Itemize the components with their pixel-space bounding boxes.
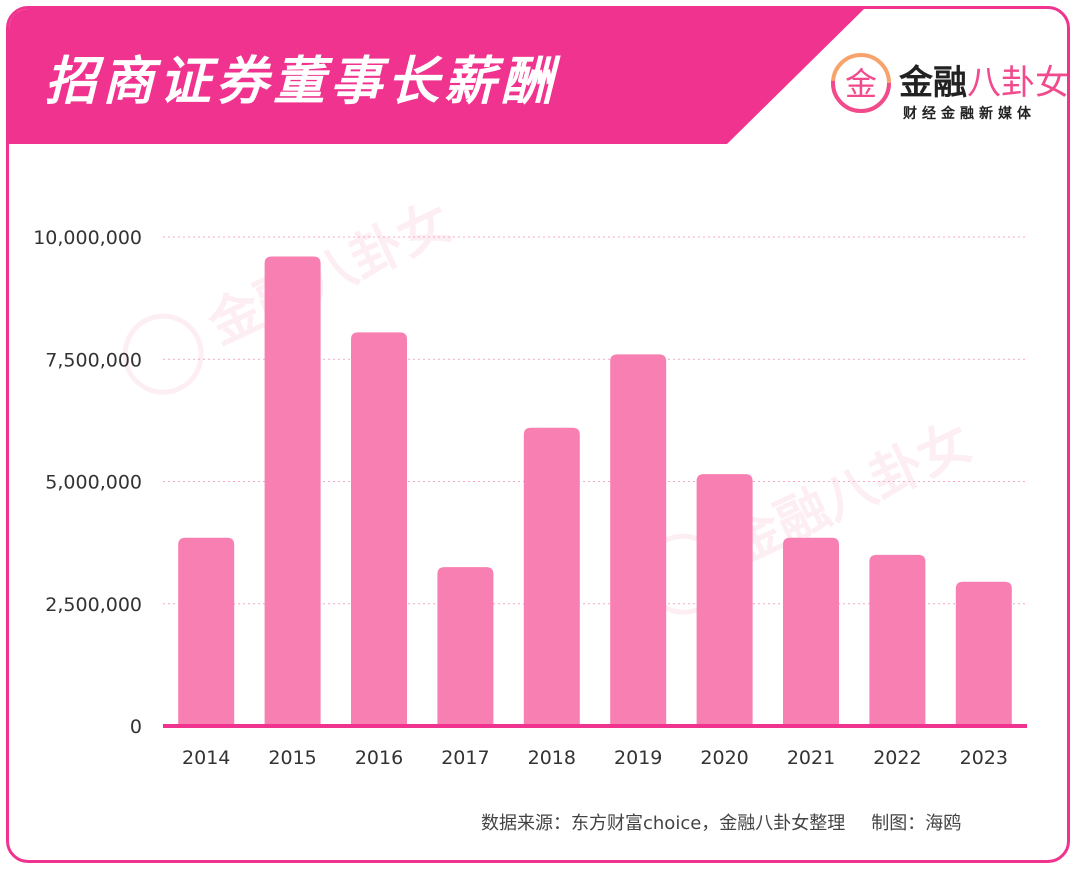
- y-tick-label: 0: [130, 716, 142, 738]
- y-tick-label: 2,500,000: [45, 594, 142, 616]
- bar: [264, 256, 321, 726]
- logo-name: 金融八卦女: [899, 55, 1069, 104]
- x-tick-label: 2016: [355, 747, 403, 769]
- logo-mark-char: 金: [845, 65, 877, 103]
- credit-text: 制图：海鸥: [871, 813, 962, 834]
- logo-name-part1: 金融: [899, 63, 967, 103]
- x-tick-label: 2020: [700, 747, 748, 769]
- logo-mark-icon: 金: [831, 53, 891, 113]
- bar: [955, 581, 1012, 726]
- source-note: 数据来源：东方财富choice，金融八卦女整理 制图：海鸥: [481, 809, 961, 835]
- logo-name-part2: 八卦女: [967, 63, 1069, 103]
- chart-title: 招商证券董事长薪酬: [45, 52, 559, 112]
- x-tick-label: 2022: [873, 747, 921, 769]
- bar: [783, 537, 839, 726]
- bar: [437, 567, 494, 726]
- bar: [610, 354, 667, 726]
- header-banner: [9, 9, 864, 144]
- bar: [696, 474, 753, 726]
- x-tick-label: 2023: [960, 747, 1008, 769]
- logo-tagline: 财经金融新媒体: [903, 106, 1036, 122]
- bar: [869, 554, 926, 726]
- y-tick-label: 5,000,000: [45, 472, 142, 494]
- source-text: 数据来源：东方财富choice，金融八卦女整理: [481, 813, 846, 834]
- x-tick-label: 2018: [528, 747, 576, 769]
- brand-logo: 金 金融八卦女 财经金融新媒体: [827, 53, 1069, 135]
- chart-frame: 招商证券董事长薪酬 金 金融八卦女 财经金融新媒体 金融八卦女 金融八卦女 0 2…: [6, 6, 1070, 863]
- y-tick-label: 7,500,000: [45, 349, 142, 371]
- bar: [178, 537, 235, 726]
- x-tick-label: 2021: [787, 747, 835, 769]
- bar: [351, 332, 407, 726]
- bar: [523, 427, 580, 726]
- x-tick-label: 2017: [441, 747, 489, 769]
- x-tick-label: 2019: [614, 747, 662, 769]
- bar-chart: 0 2,500,000 5,000,000 7,500,000 10,000,000 20…: [33, 227, 1027, 769]
- x-tick-label: 2014: [182, 747, 230, 769]
- x-tick-label: 2015: [268, 747, 316, 769]
- y-tick-label: 10,000,000: [33, 227, 142, 249]
